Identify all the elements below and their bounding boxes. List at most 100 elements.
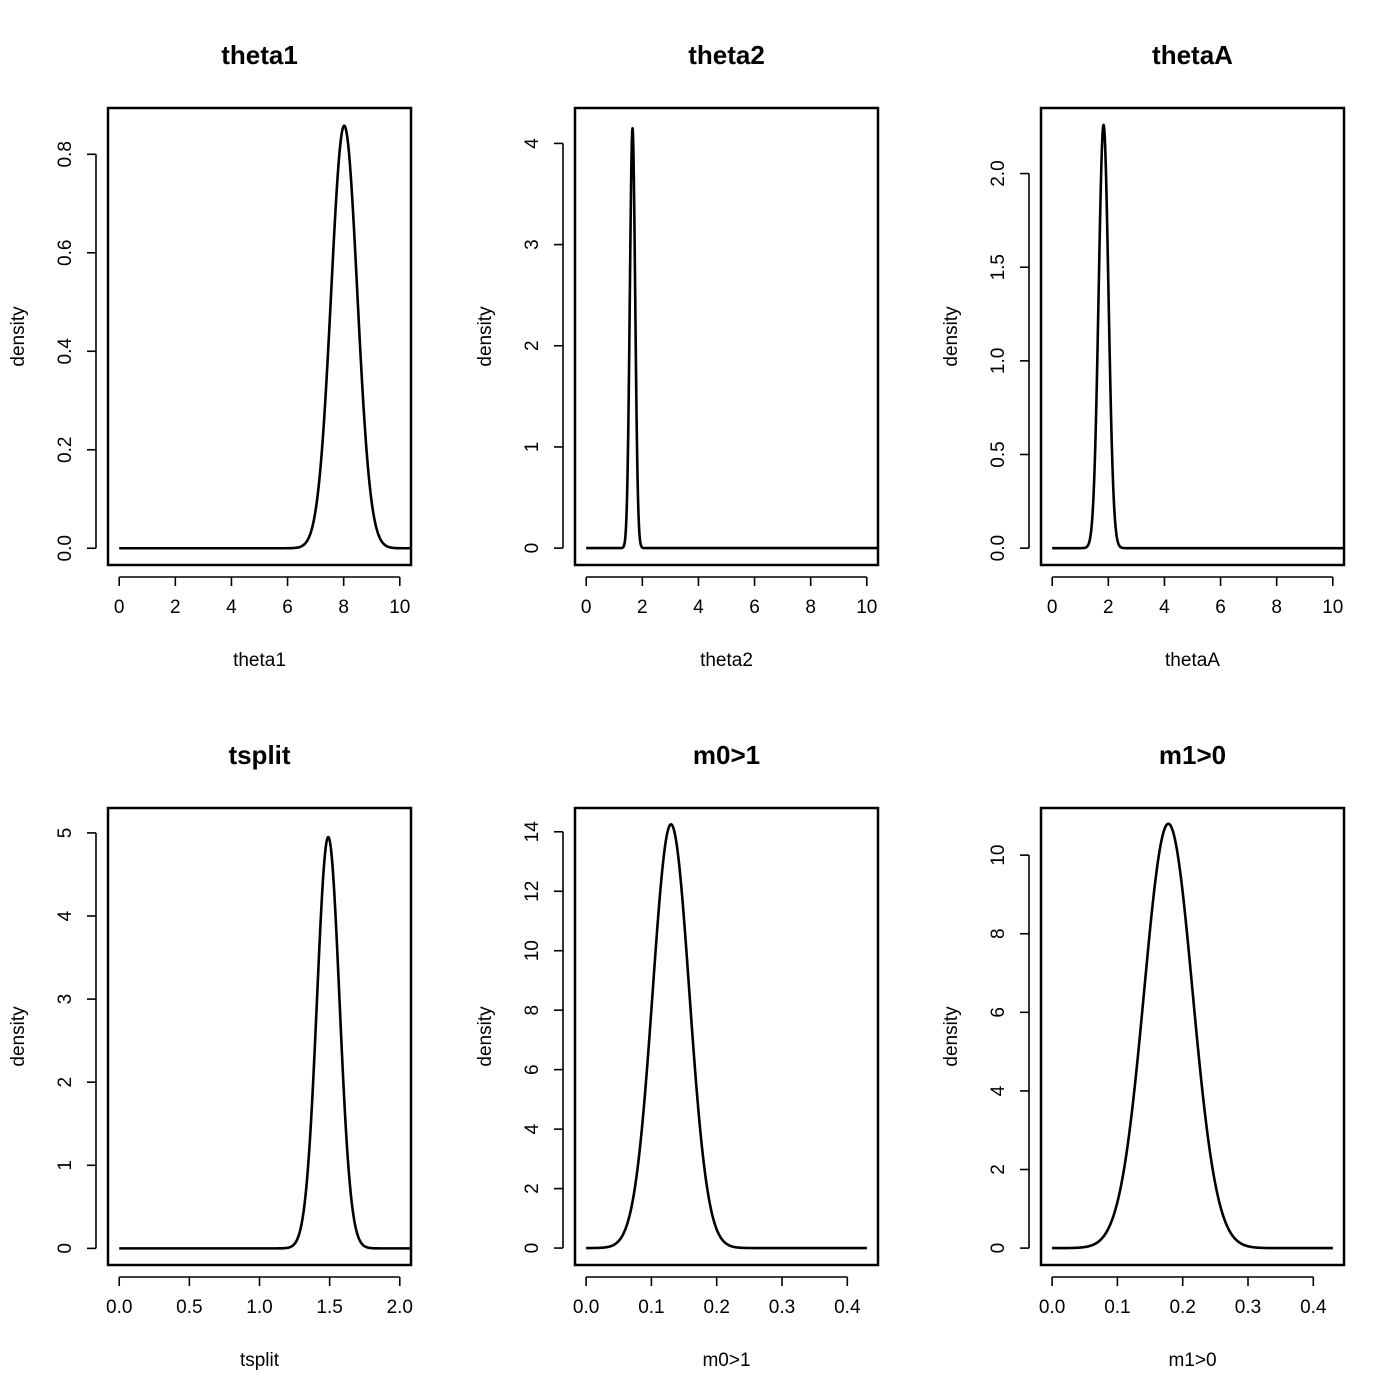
- x-tick-label: 6: [282, 597, 293, 618]
- density-curve: [118, 124, 412, 550]
- x-tick-label: 8: [338, 597, 349, 618]
- x-tick-label: 0.2: [703, 1297, 729, 1318]
- y-tick-label: 8: [522, 1005, 543, 1016]
- x-tick-label: 8: [805, 597, 816, 618]
- x-tick-label: 0: [114, 597, 125, 618]
- chart-title: theta2: [688, 40, 765, 70]
- x-axis-label: m1>0: [1168, 1350, 1216, 1371]
- chart-panel-4: tsplit 0.0 0.5 1.0 1.5 2.0 tsplit 0 1 2 3 4 5 density: [8, 740, 413, 1371]
- y-tick-label: 2: [988, 1164, 1009, 1175]
- plot-frame: [1039, 106, 1346, 567]
- x-axis-label: thetaA: [1165, 650, 1220, 671]
- y-axis-label: density: [941, 306, 962, 367]
- y-tick-label: 5: [55, 828, 76, 839]
- y-tick-label: 2: [55, 1077, 76, 1088]
- plot-frame: [573, 806, 880, 1267]
- chart-panel-6: m1>0 0.0 0.1 0.2 0.3 0.4 m1>0 0 2 4 6 8 10 density: [941, 740, 1346, 1371]
- plot-frame: [106, 106, 413, 567]
- y-tick-label: 0.8: [55, 141, 76, 167]
- y-tick-label: 2: [522, 1183, 543, 1194]
- plot-frame: [1039, 806, 1346, 1267]
- x-tick-label: 0.0: [1039, 1297, 1065, 1318]
- y-tick-label: 4: [522, 1123, 543, 1134]
- x-tick-label: 0.0: [106, 1297, 132, 1318]
- y-tick-label: 12: [522, 881, 543, 902]
- density-curve: [1051, 822, 1334, 1250]
- chart-panel-3: thetaA 0 2 4 6 8 10 thetaA 0.0 0.5 1.0 1.5 2.0 densit…: [941, 40, 1346, 671]
- x-tick-label: 0.4: [1300, 1297, 1327, 1318]
- y-tick-label: 0.2: [55, 437, 76, 463]
- x-tick-label: 0.3: [769, 1297, 795, 1318]
- x-tick-label: 4: [226, 597, 237, 618]
- chart-title: tsplit: [228, 740, 290, 770]
- y-tick-label: 1.5: [988, 254, 1009, 280]
- chart-title: m1>0: [1159, 740, 1226, 770]
- y-tick-label: 2.0: [988, 160, 1009, 186]
- x-tick-label: 10: [1322, 597, 1343, 618]
- y-tick-label: 4: [55, 910, 76, 921]
- x-tick-label: 4: [693, 597, 704, 618]
- y-tick-label: 4: [522, 138, 543, 149]
- y-tick-label: 0.5: [988, 441, 1009, 467]
- x-tick-label: 10: [856, 597, 877, 618]
- chart-panel-5: m0>1 0.0 0.1 0.2 0.3 0.4 m0>1 0 2 4 6 8 10 12 14 densit…: [475, 740, 880, 1371]
- x-tick-label: 0.3: [1235, 1297, 1261, 1318]
- y-axis-label: density: [8, 306, 29, 367]
- y-tick-label: 4: [988, 1085, 1009, 1096]
- y-tick-label: 8: [988, 928, 1009, 939]
- x-tick-label: 0.0: [573, 1297, 599, 1318]
- plot-frame: [106, 806, 413, 1267]
- x-tick-label: 0: [1047, 597, 1058, 618]
- y-axis-label: density: [941, 1006, 962, 1067]
- density-curve: [585, 126, 879, 550]
- x-tick-label: 0: [581, 597, 592, 618]
- y-tick-label: 1.0: [988, 348, 1009, 374]
- y-tick-label: 2: [522, 340, 543, 351]
- y-tick-label: 14: [522, 821, 543, 843]
- y-tick-label: 6: [988, 1007, 1009, 1018]
- y-axis-label: density: [475, 1006, 496, 1067]
- x-tick-label: 2.0: [387, 1297, 413, 1318]
- y-tick-label: 0: [522, 543, 543, 554]
- x-axis-label: theta1: [233, 650, 286, 671]
- y-tick-label: 1: [522, 442, 543, 453]
- x-tick-label: 10: [389, 597, 410, 618]
- y-tick-label: 3: [55, 994, 76, 1005]
- x-axis-label: tsplit: [240, 1350, 280, 1371]
- chart-panel-2: theta2 0 2 4 6 8 10 theta2 0 1 2 3 4 density: [475, 40, 880, 671]
- x-tick-label: 2: [637, 597, 648, 618]
- density-curve: [1051, 123, 1345, 550]
- plot-frame: [573, 106, 880, 567]
- x-tick-label: 0.5: [176, 1297, 202, 1318]
- x-tick-label: 1.0: [246, 1297, 272, 1318]
- chart-title: m0>1: [693, 740, 760, 770]
- chart-title: thetaA: [1152, 40, 1233, 70]
- y-axis-label: density: [8, 1006, 29, 1067]
- x-tick-label: 6: [1215, 597, 1226, 618]
- x-tick-label: 0.2: [1169, 1297, 1195, 1318]
- x-tick-label: 2: [170, 597, 181, 618]
- y-tick-label: 10: [988, 845, 1009, 866]
- y-tick-label: 3: [522, 239, 543, 250]
- chart-title: theta1: [221, 40, 298, 70]
- x-tick-label: 4: [1159, 597, 1170, 618]
- x-tick-label: 0.1: [1104, 1297, 1130, 1318]
- y-axis-label: density: [475, 306, 496, 367]
- y-tick-label: 10: [522, 940, 543, 961]
- chart-panel-1: theta1 0 2 4 6 8 10 theta1 0.0 0.2 0.4 0.6 0.8 densit…: [8, 40, 413, 671]
- x-tick-label: 0.1: [638, 1297, 664, 1318]
- x-axis-label: m0>1: [702, 1350, 750, 1371]
- density-curve: [585, 823, 868, 1250]
- y-tick-label: 0: [522, 1243, 543, 1254]
- x-tick-label: 2: [1103, 597, 1114, 618]
- x-tick-label: 1.5: [316, 1297, 342, 1318]
- y-tick-label: 1: [55, 1160, 76, 1171]
- x-tick-label: 6: [749, 597, 760, 618]
- x-axis-label: theta2: [700, 650, 753, 671]
- y-tick-label: 0: [55, 1243, 76, 1254]
- y-tick-label: 0: [988, 1243, 1009, 1254]
- y-tick-label: 0.0: [988, 535, 1009, 561]
- density-curve: [118, 835, 412, 1250]
- y-tick-label: 0.6: [55, 240, 76, 266]
